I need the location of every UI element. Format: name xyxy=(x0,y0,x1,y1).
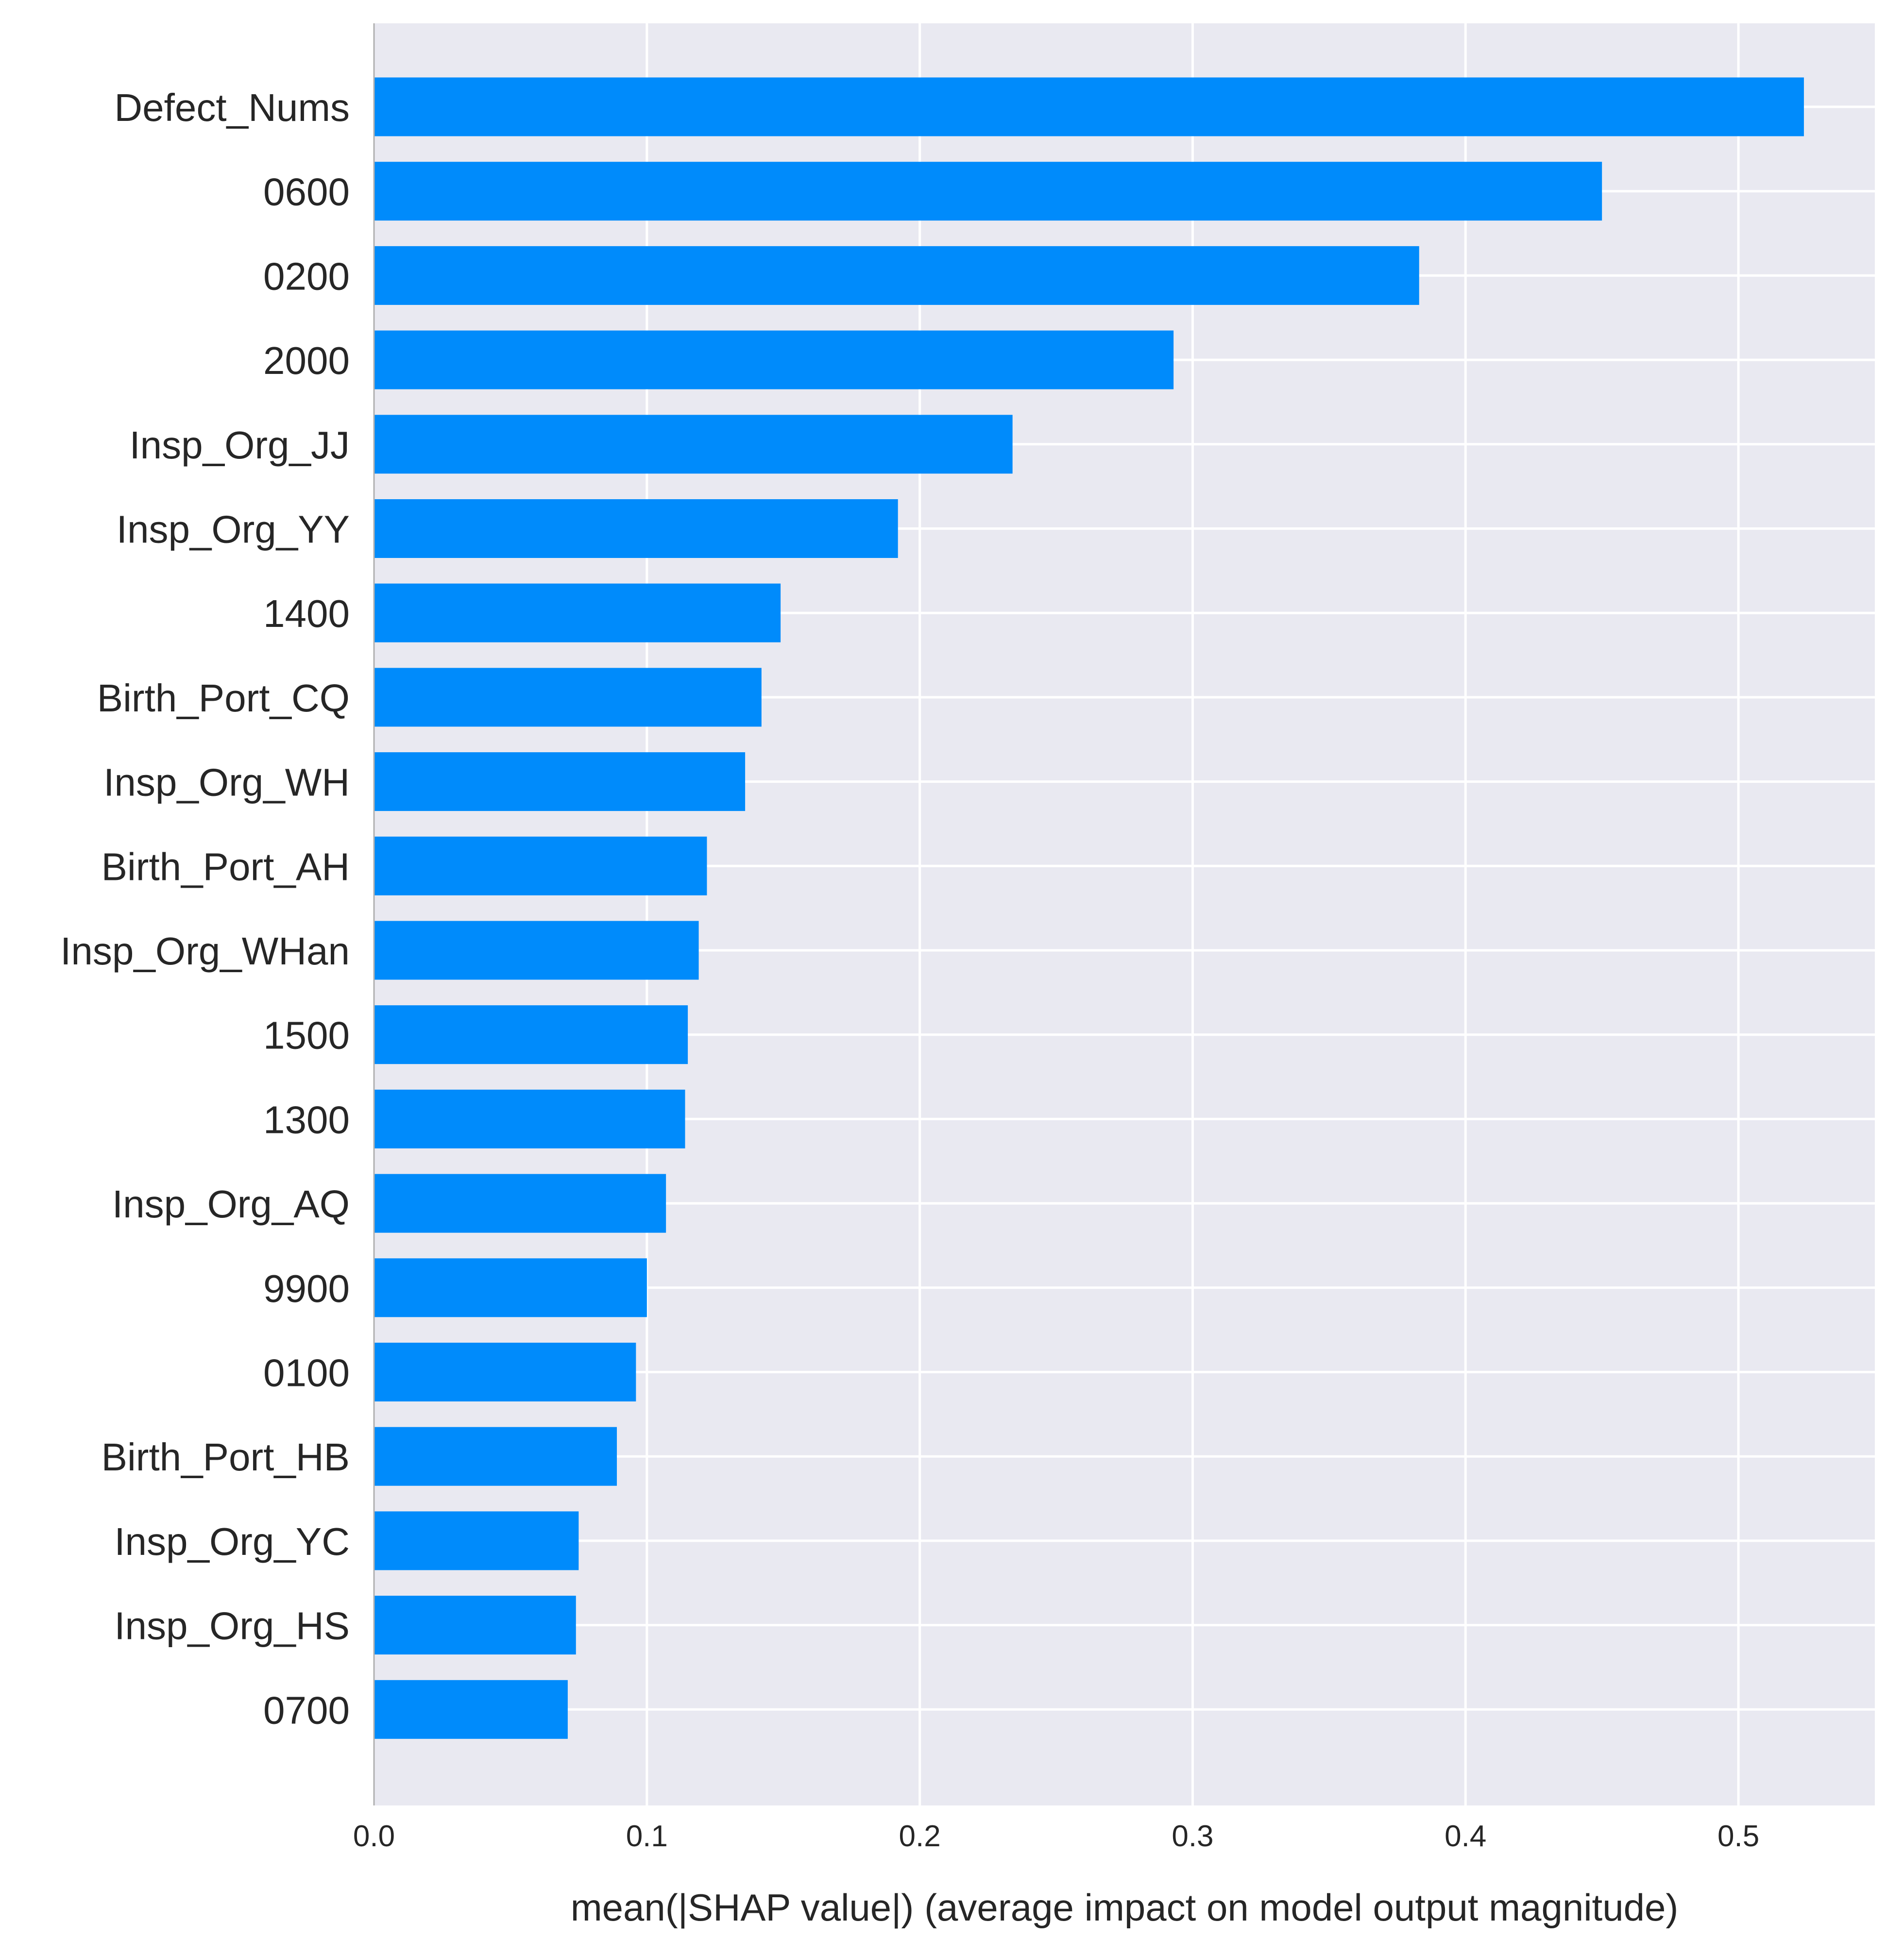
y-tick-label: Defect_Nums xyxy=(114,86,350,129)
y-tick-label: 0700 xyxy=(263,1688,350,1732)
bar xyxy=(374,1343,636,1401)
y-tick-label: Birth_Port_CQ xyxy=(97,676,350,720)
y-tick-label: 1400 xyxy=(263,592,350,635)
bar xyxy=(374,1427,617,1486)
bars xyxy=(374,77,1804,1739)
bar xyxy=(374,1596,576,1655)
bar xyxy=(374,668,762,727)
y-tick-label: 0100 xyxy=(263,1351,350,1395)
plot-background xyxy=(374,23,1875,1805)
x-tick-label: 0.0 xyxy=(353,1820,395,1853)
y-tick-label: Insp_Org_JJ xyxy=(129,423,350,467)
y-tick-label: 1500 xyxy=(263,1014,350,1057)
y-tick-label: Insp_Org_YY xyxy=(117,508,350,551)
bar xyxy=(374,162,1602,221)
y-tick-label: 1300 xyxy=(263,1098,350,1141)
y-tick-label: Insp_Org_HS xyxy=(114,1604,350,1648)
x-tick-label: 0.4 xyxy=(1445,1820,1486,1853)
y-tick-labels: Defect_Nums 0600 0200 2000 Insp_Org_JJ Insp_O… xyxy=(60,86,350,1732)
y-tick-label: Insp_Org_AQ xyxy=(112,1182,350,1226)
bar xyxy=(374,921,699,980)
bar xyxy=(374,836,707,895)
bar xyxy=(374,415,1013,474)
x-tick-label: 0.1 xyxy=(626,1820,668,1853)
y-tick-label: 9900 xyxy=(263,1267,350,1310)
bar xyxy=(374,499,898,558)
bar xyxy=(374,1680,568,1739)
x-tick-label: 0.2 xyxy=(899,1820,941,1853)
y-tick-label: Insp_Org_WHan xyxy=(60,929,350,973)
y-tick-label: Birth_Port_HB xyxy=(102,1435,350,1479)
bar xyxy=(374,330,1174,389)
y-tick-label: 2000 xyxy=(263,339,350,382)
bar xyxy=(374,1258,647,1317)
x-axis-label: mean(|SHAP value|) (average impact on mo… xyxy=(571,1886,1679,1929)
bar xyxy=(374,246,1419,305)
x-tick-label: 0.5 xyxy=(1717,1820,1759,1853)
y-tick-label: Birth_Port_AH xyxy=(102,845,350,888)
y-tick-label: 0200 xyxy=(263,254,350,298)
bar xyxy=(374,1089,685,1148)
y-tick-label: Insp_Org_YC xyxy=(114,1520,350,1563)
y-tick-label: 0600 xyxy=(263,170,350,214)
bar xyxy=(374,752,746,811)
y-tick-label: Insp_Org_WH xyxy=(103,761,350,804)
bar xyxy=(374,1511,579,1570)
bar xyxy=(374,1005,688,1064)
bar xyxy=(374,583,781,642)
x-tick-label: 0.3 xyxy=(1172,1820,1213,1853)
bar xyxy=(374,1174,666,1233)
bar xyxy=(374,77,1804,136)
x-tick-labels: 0.0 0.1 0.2 0.3 0.4 0.5 xyxy=(353,1820,1759,1853)
